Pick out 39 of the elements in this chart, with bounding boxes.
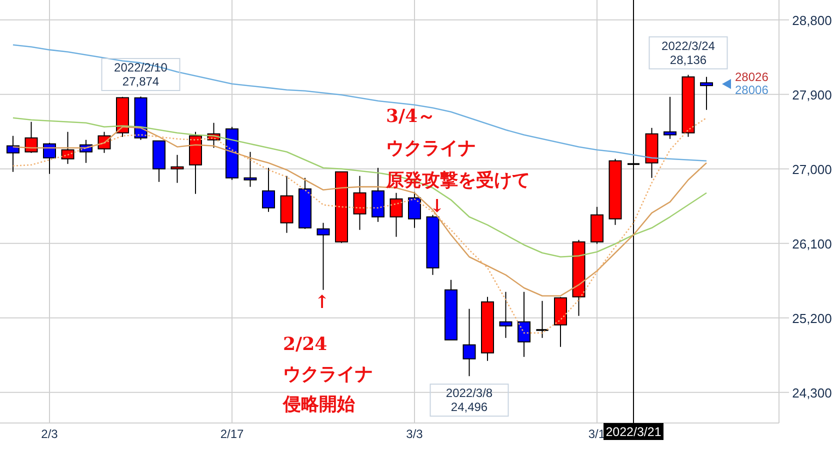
candlestick bbox=[390, 192, 403, 238]
x-tick-label: 3/1 bbox=[588, 427, 606, 441]
candlestick bbox=[700, 76, 713, 110]
y-tick-label: 24,300 bbox=[792, 385, 832, 400]
annotation: 3/4～ bbox=[386, 106, 436, 127]
candlestick bbox=[499, 291, 512, 338]
candlestick bbox=[24, 121, 38, 154]
candlestick bbox=[170, 154, 184, 184]
annotation: 2022/3/8 24,496 bbox=[446, 386, 493, 414]
x-tick-label: 3/3 bbox=[406, 427, 424, 441]
y-tick-label: 25,200 bbox=[792, 310, 832, 326]
y-tick-label: 27,900 bbox=[792, 87, 832, 102]
x-tick-label: 2022/3/21 bbox=[606, 425, 662, 439]
x-tick-label: 2/3 bbox=[41, 427, 58, 441]
annotation: 侵略開始 bbox=[282, 394, 356, 415]
annotation: 2022/3/24 28,136 bbox=[662, 38, 716, 67]
x-tick-label: 2/17 bbox=[220, 427, 244, 441]
y-tick-label: 28,800 bbox=[792, 12, 832, 28]
candlestick bbox=[316, 222, 330, 290]
y-tick-label: 26,100 bbox=[792, 236, 832, 252]
candlestick bbox=[353, 175, 366, 230]
annotation: 2022/2/10 27,874 bbox=[114, 60, 168, 89]
candlestick bbox=[61, 131, 74, 164]
annotation: ウクライナ bbox=[283, 364, 373, 385]
annotation: 2/24 bbox=[283, 334, 328, 355]
candlestick bbox=[462, 308, 476, 377]
annotation: ↑ bbox=[314, 292, 330, 313]
candlestick bbox=[6, 135, 20, 172]
candlestick bbox=[43, 142, 56, 174]
annotation: ウクライナ bbox=[386, 138, 476, 159]
candlestick bbox=[262, 167, 275, 212]
candlestick bbox=[518, 291, 530, 358]
text: 28026 bbox=[735, 70, 769, 84]
text: 28006 bbox=[735, 83, 769, 97]
candlestick bbox=[244, 151, 257, 188]
candlestick bbox=[664, 96, 676, 140]
y-tick-label: 27,000 bbox=[792, 162, 832, 177]
annotation: ↓ bbox=[429, 196, 445, 217]
candlestick bbox=[408, 191, 421, 228]
